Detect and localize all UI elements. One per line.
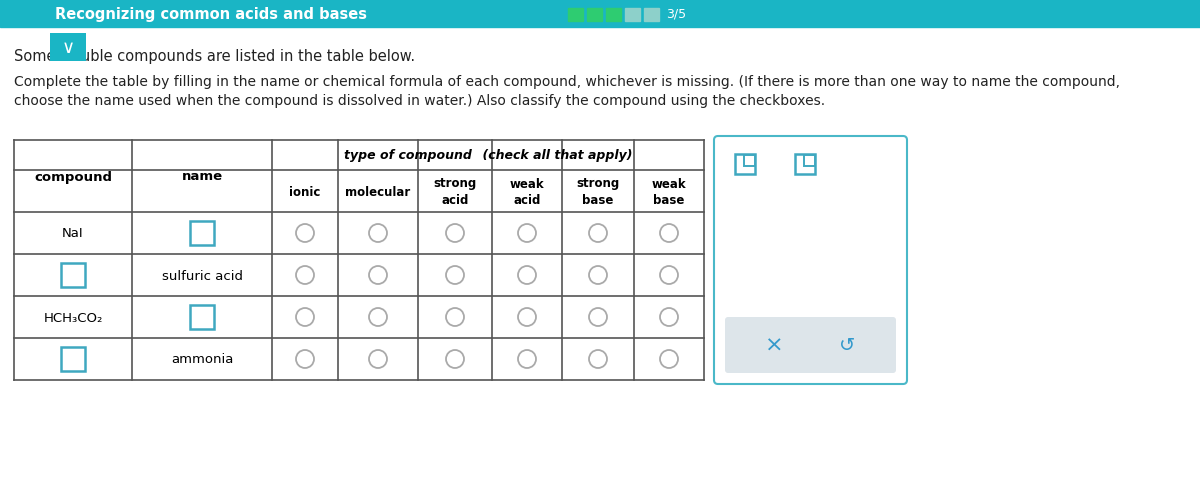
Text: compound: compound [34,170,112,183]
Text: Recognizing common acids and bases: Recognizing common acids and bases [55,7,367,22]
Bar [587,9,602,22]
Text: ammonia: ammonia [170,353,233,366]
Text: HCH₃CO₂: HCH₃CO₂ [43,311,103,324]
Text: Complete the table by filling in the name or chemical formula of each compound, : Complete the table by filling in the nam… [14,75,1120,108]
Bar [568,9,583,22]
Bar [606,9,622,22]
FancyBboxPatch shape [725,317,896,373]
Text: sulfuric acid: sulfuric acid [162,269,242,282]
Text: 3/5: 3/5 [666,8,686,21]
Text: strong
base: strong base [576,177,619,206]
Text: name: name [181,170,222,183]
FancyBboxPatch shape [190,305,214,329]
Text: weak
base: weak base [652,177,686,206]
Text: ×: × [764,336,784,355]
Text: ionic: ionic [289,185,320,198]
FancyBboxPatch shape [804,155,815,166]
FancyBboxPatch shape [190,222,214,245]
Text: type of compound  (check all that apply): type of compound (check all that apply) [343,149,632,162]
FancyBboxPatch shape [796,155,815,175]
Bar [625,9,640,22]
FancyBboxPatch shape [744,155,755,166]
Text: ∨: ∨ [61,39,74,57]
FancyBboxPatch shape [61,264,85,288]
Text: molecular: molecular [346,185,410,198]
Bar [50,34,86,62]
FancyBboxPatch shape [61,347,85,371]
Text: strong
acid: strong acid [433,177,476,206]
FancyBboxPatch shape [734,155,755,175]
FancyBboxPatch shape [714,137,907,384]
Text: NaI: NaI [62,227,84,240]
Text: weak
acid: weak acid [510,177,545,206]
Bar [644,9,659,22]
Bar [0,0,1200,28]
Text: ↺: ↺ [839,336,854,355]
Text: Some soluble compounds are listed in the table below.: Some soluble compounds are listed in the… [14,49,415,64]
